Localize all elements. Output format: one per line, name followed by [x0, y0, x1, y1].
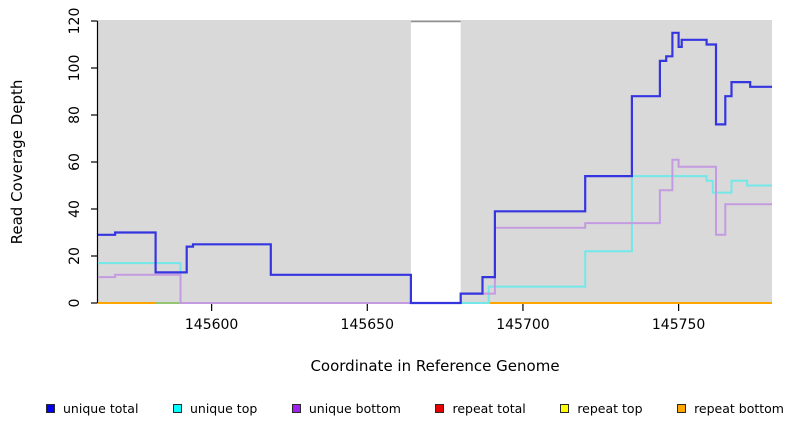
x-tick-label: 145700 — [496, 317, 549, 333]
legend-label: repeat bottom — [694, 400, 784, 416]
legend-item-unique-top: unique top — [172, 400, 258, 416]
legend-swatch-repeat-total — [435, 403, 445, 413]
legend-label: unique total — [63, 400, 139, 416]
x-tick-label: 145650 — [341, 317, 394, 333]
y-tick-label: 100 — [67, 55, 83, 82]
x-tick-label: 145600 — [185, 317, 238, 333]
legend-label: repeat top — [577, 400, 643, 416]
legend-item-unique-bottom: unique bottom — [291, 400, 401, 416]
legend-label: unique bottom — [308, 400, 401, 416]
series-line-unique-bottom — [98, 158, 772, 304]
legend-swatch-unique-top — [172, 403, 182, 413]
x-axis-title: Coordinate in Reference Genome — [310, 357, 559, 375]
legend-swatch-repeat-top — [560, 403, 570, 413]
legend-item-repeat-top: repeat top — [560, 400, 643, 416]
series-line-unique-total — [98, 31, 772, 305]
y-tick-label: 60 — [67, 153, 83, 171]
x-tick-label: 145750 — [652, 317, 705, 333]
y-tick-label: 120 — [67, 8, 83, 35]
legend-label: repeat total — [452, 400, 526, 416]
y-tick-label: 0 — [67, 299, 83, 308]
legend-item-unique-total: unique total — [46, 401, 138, 416]
legend: unique total unique top unique bottom repea… — [46, 398, 784, 418]
y-tick-label: 20 — [67, 247, 83, 265]
legend-label: unique top — [189, 400, 258, 416]
masked-region — [410, 21, 461, 304]
y-tick-label: 80 — [67, 106, 83, 124]
legend-item-repeat-total: repeat total — [435, 400, 526, 416]
legend-swatch-repeat-bottom — [677, 403, 687, 413]
legend-item-repeat-bottom: repeat bottom — [677, 401, 784, 416]
legend-swatch-unique-bottom — [291, 403, 301, 413]
plot-layer: 0 20 40 60 80 100 120 145600 145650 145700 145750 — [67, 8, 772, 333]
y-axis-title: Read Coverage Depth — [8, 80, 26, 245]
y-tick-label: 40 — [67, 200, 83, 218]
legend-swatch-unique-total — [46, 403, 55, 413]
